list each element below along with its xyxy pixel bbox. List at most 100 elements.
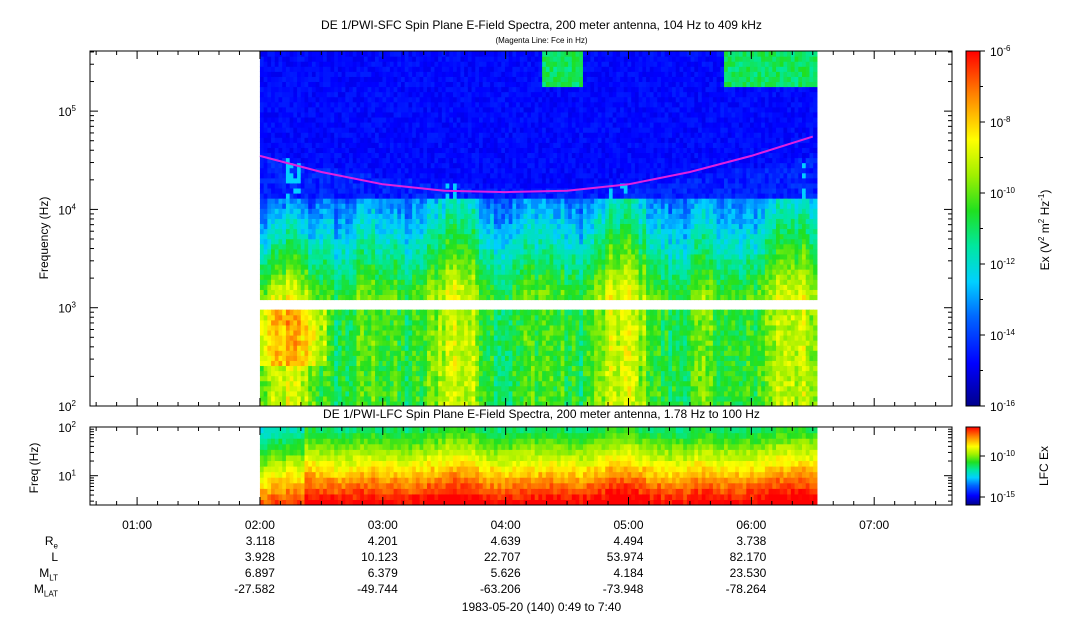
sfc-cell bbox=[456, 345, 462, 351]
sfc-cell bbox=[471, 111, 476, 118]
sfc-cell bbox=[445, 264, 450, 270]
sfc-cell bbox=[419, 111, 424, 118]
sfc-cell bbox=[501, 86, 506, 93]
sfc-cell bbox=[493, 375, 499, 382]
sfc-cell bbox=[259, 385, 265, 392]
sfc-cell bbox=[427, 380, 432, 387]
sfc-cell bbox=[267, 111, 272, 118]
sfc-cell bbox=[371, 172, 376, 179]
sfc-cell bbox=[259, 233, 265, 240]
sfc-cell bbox=[449, 56, 454, 62]
sfc-cell bbox=[352, 91, 358, 98]
sfc-cell bbox=[412, 274, 417, 280]
sfc-cell bbox=[315, 213, 320, 219]
sfc-cell bbox=[453, 203, 458, 209]
sfc-cell bbox=[493, 279, 499, 285]
sfc-cell bbox=[453, 264, 458, 270]
sfc-cell bbox=[304, 223, 309, 230]
sfc-cell bbox=[456, 365, 462, 372]
sfc-cell bbox=[504, 350, 510, 356]
sfc-cell bbox=[341, 294, 346, 301]
sfc-cell bbox=[375, 319, 380, 326]
sfc-cell bbox=[504, 340, 510, 346]
sfc-cell bbox=[300, 122, 306, 128]
sfc-cell bbox=[263, 314, 268, 321]
sfc-cell bbox=[464, 193, 469, 199]
sfc-cell bbox=[523, 345, 528, 351]
sfc-cell bbox=[408, 122, 413, 128]
sfc-cell bbox=[271, 208, 276, 214]
sfc-cell bbox=[427, 345, 432, 351]
sfc-cell bbox=[304, 193, 309, 199]
sfc-cell bbox=[293, 187, 298, 194]
sfc-cell bbox=[345, 122, 350, 128]
sfc-cell bbox=[259, 51, 265, 57]
sfc-cell bbox=[393, 61, 398, 67]
sfc-cell bbox=[479, 258, 484, 265]
sfc-cell bbox=[479, 238, 484, 245]
sfc-cell bbox=[441, 132, 447, 138]
sfc-cell bbox=[389, 116, 395, 123]
sfc-cell bbox=[323, 213, 328, 219]
sfc-cell bbox=[441, 203, 447, 209]
sfc-cell bbox=[412, 51, 417, 57]
sfc-cell bbox=[504, 228, 510, 235]
sfc-cell bbox=[389, 385, 395, 392]
sfc-cell bbox=[352, 390, 358, 397]
sfc-cell bbox=[311, 340, 317, 346]
sfc-cell bbox=[382, 294, 387, 301]
sfc-cell bbox=[497, 248, 502, 255]
sfc-cell bbox=[530, 375, 536, 382]
sfc-cell bbox=[430, 101, 436, 108]
sfc-cell bbox=[375, 314, 380, 321]
sfc-cell bbox=[382, 243, 387, 250]
sfc-cell bbox=[475, 162, 480, 169]
sfc-cell bbox=[423, 340, 428, 346]
sfc-cell bbox=[319, 137, 324, 143]
sfc-cell bbox=[490, 81, 495, 88]
sfc-cell bbox=[490, 375, 495, 382]
sfc-cell bbox=[259, 122, 265, 128]
sfc-cell bbox=[356, 157, 361, 164]
sfc-cell bbox=[326, 152, 332, 159]
sfc-cell bbox=[516, 91, 521, 98]
sfc-cell bbox=[319, 289, 324, 296]
sfc-cell bbox=[423, 279, 428, 285]
sfc-cell bbox=[397, 238, 402, 245]
sfc-cell bbox=[304, 319, 309, 326]
sfc-cell bbox=[397, 132, 402, 138]
sfc-cell bbox=[297, 243, 302, 250]
sfc-cell bbox=[419, 233, 424, 240]
sfc-cell bbox=[501, 360, 506, 367]
sfc-cell bbox=[352, 269, 358, 275]
sfc-cell bbox=[360, 243, 365, 250]
sfc-cell bbox=[363, 380, 369, 387]
sfc-cell bbox=[512, 370, 517, 377]
sfc-cell bbox=[382, 51, 387, 57]
sfc-cell bbox=[311, 172, 317, 179]
sfc-cell bbox=[479, 182, 484, 189]
sfc-cell bbox=[259, 182, 265, 189]
sfc-cell bbox=[330, 198, 335, 204]
sfc-cell bbox=[330, 61, 335, 67]
sfc-cell bbox=[297, 56, 302, 62]
sfc-cell bbox=[430, 172, 436, 179]
sfc-cell bbox=[423, 208, 428, 214]
sfc-cell bbox=[375, 264, 380, 270]
sfc-cell bbox=[453, 218, 458, 225]
sfc-cell bbox=[363, 182, 369, 189]
sfc-cell bbox=[334, 116, 339, 123]
sfc-cell bbox=[530, 279, 536, 285]
sfc-cell bbox=[285, 380, 291, 387]
sfc-cell bbox=[415, 208, 421, 214]
sfc-cell bbox=[412, 233, 417, 240]
sfc-cell bbox=[341, 71, 346, 77]
sfc-cell bbox=[530, 314, 536, 321]
sfc-cell bbox=[311, 335, 317, 341]
sfc-cell bbox=[441, 365, 447, 372]
sfc-cell bbox=[430, 390, 436, 397]
sfc-cell bbox=[267, 167, 272, 174]
sfc-cell bbox=[337, 289, 343, 296]
sfc-cell bbox=[352, 198, 358, 204]
sfc-cell bbox=[475, 395, 480, 402]
